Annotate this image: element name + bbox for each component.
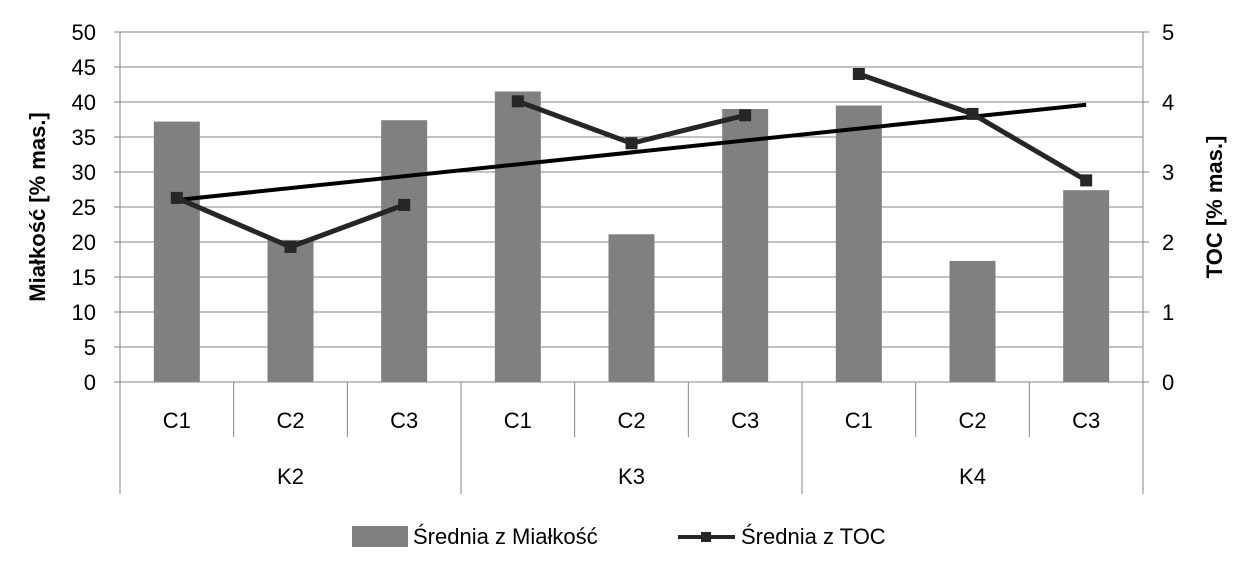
x-category-label: C1 bbox=[504, 408, 532, 433]
y-tick-label: 40 bbox=[72, 90, 96, 115]
toc-point bbox=[170, 191, 183, 204]
x-group-label: K2 bbox=[277, 464, 304, 489]
y-tick-label: 15 bbox=[72, 265, 96, 290]
y2-tick-label: 1 bbox=[1162, 300, 1174, 325]
bar bbox=[267, 239, 314, 382]
x-category-label: C3 bbox=[731, 408, 759, 433]
toc-point bbox=[852, 68, 865, 80]
x-category-label: C1 bbox=[163, 408, 191, 433]
toc-line-segment bbox=[858, 71, 1088, 183]
y-tick-label: 30 bbox=[72, 160, 96, 185]
y-tick-label: 50 bbox=[72, 20, 96, 45]
trendline-path bbox=[176, 102, 1087, 202]
x-group-label: K4 bbox=[959, 464, 986, 489]
y2-axis-title: TOC [% mas.] bbox=[1202, 136, 1227, 279]
legend-bar-label: Średnia z Miałkość bbox=[413, 524, 598, 549]
toc-point bbox=[625, 137, 638, 150]
legend: Średnia z Miałkość Średnia z TOC bbox=[352, 524, 886, 549]
toc-point bbox=[511, 95, 524, 108]
x-group-label: K3 bbox=[618, 464, 645, 489]
bar-series bbox=[153, 91, 1110, 382]
bar bbox=[722, 109, 769, 382]
x-category-label: C2 bbox=[958, 408, 986, 433]
x-category-label: C2 bbox=[617, 408, 645, 433]
y2-tick-label: 2 bbox=[1162, 230, 1174, 255]
y-tick-label: 25 bbox=[72, 195, 96, 220]
y2-tick-label: 4 bbox=[1162, 90, 1174, 115]
toc-point bbox=[739, 109, 752, 122]
bar bbox=[835, 105, 882, 382]
toc-point bbox=[398, 198, 411, 211]
bar bbox=[153, 121, 200, 382]
y2-tick-label: 0 bbox=[1162, 370, 1174, 395]
x-axis-labels: C1 C2 C3 K2 C1 C2 C3 K3 C1 C2 C3 K4 bbox=[119, 382, 1144, 494]
toc-point bbox=[284, 240, 297, 253]
y-tick-label: 35 bbox=[72, 125, 96, 150]
y-tick-label: 5 bbox=[84, 335, 96, 360]
legend-line-marker bbox=[701, 532, 711, 542]
y-tick-label: 45 bbox=[72, 55, 96, 80]
y-tick-label: 0 bbox=[84, 370, 96, 395]
y-axis-ticks: 0 5 10 15 20 25 30 35 40 45 50 bbox=[72, 20, 120, 395]
bar bbox=[381, 120, 428, 382]
y2-axis-ticks: 0 1 2 3 4 5 bbox=[1143, 20, 1174, 395]
x-category-label: C3 bbox=[1072, 408, 1100, 433]
y-axis-title: Miałkość [% mas.] bbox=[25, 112, 50, 302]
bar bbox=[608, 234, 655, 382]
y-tick-label: 20 bbox=[72, 230, 96, 255]
x-category-label: C2 bbox=[276, 408, 304, 433]
bar bbox=[949, 260, 996, 382]
y-tick-label: 10 bbox=[72, 300, 96, 325]
toc-point bbox=[1080, 174, 1093, 187]
toc-line-segment bbox=[175, 195, 406, 250]
trendline bbox=[176, 102, 1087, 202]
bar bbox=[1063, 190, 1110, 382]
toc-point bbox=[966, 107, 979, 120]
y2-tick-label: 5 bbox=[1162, 20, 1174, 45]
x-category-label: C3 bbox=[390, 408, 418, 433]
line-series bbox=[170, 68, 1093, 253]
y2-tick-label: 3 bbox=[1162, 160, 1174, 185]
legend-bar-swatch bbox=[352, 526, 408, 547]
x-category-label: C1 bbox=[845, 408, 873, 433]
bar bbox=[494, 91, 541, 382]
legend-line-label: Średnia z TOC bbox=[741, 524, 886, 549]
